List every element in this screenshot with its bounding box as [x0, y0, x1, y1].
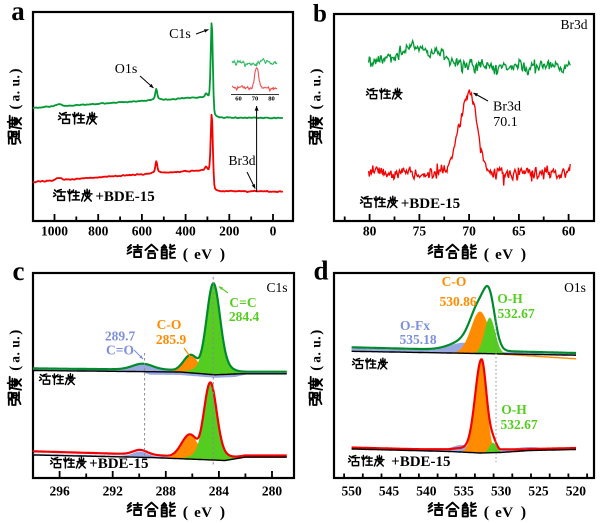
svg-text:Br3d: Br3d — [229, 153, 256, 168]
svg-text:285.9: 285.9 — [156, 332, 187, 347]
svg-text:0: 0 — [270, 224, 277, 239]
svg-text:a. u.: a. u. — [7, 75, 22, 102]
svg-text:eV: eV — [194, 505, 213, 521]
svg-text:eV: eV — [495, 505, 514, 521]
svg-text:a: a — [11, 0, 25, 26]
svg-text:600: 600 — [132, 224, 153, 239]
svg-text:O-H: O-H — [501, 402, 527, 417]
svg-text:(: ( — [308, 105, 324, 110]
svg-text:288: 288 — [156, 484, 177, 499]
svg-text:(: ( — [484, 504, 489, 521]
svg-text:65: 65 — [512, 224, 526, 239]
svg-text:Br3d: Br3d — [561, 17, 588, 32]
svg-text:296: 296 — [49, 484, 70, 499]
svg-text:(: ( — [7, 366, 23, 371]
svg-text:80: 80 — [268, 96, 275, 103]
svg-text:530.86: 530.86 — [439, 294, 476, 309]
svg-text:292: 292 — [103, 484, 124, 499]
svg-text:d: d — [313, 256, 328, 286]
svg-text:70.1: 70.1 — [493, 115, 518, 130]
svg-text:545: 545 — [379, 484, 400, 499]
svg-text:a. u.: a. u. — [308, 336, 323, 363]
svg-text:60: 60 — [235, 96, 242, 103]
svg-text:O1s: O1s — [115, 62, 138, 77]
svg-text:535: 535 — [454, 484, 475, 499]
svg-text:532.67: 532.67 — [497, 306, 534, 321]
svg-text:(: ( — [308, 366, 324, 371]
svg-text:70: 70 — [462, 224, 476, 239]
svg-text:c: c — [13, 256, 25, 286]
svg-text:): ) — [521, 246, 526, 263]
svg-text:O1s: O1s — [564, 280, 586, 295]
svg-text:+BDE-15: +BDE-15 — [401, 196, 460, 212]
svg-text:+BDE-15: +BDE-15 — [95, 189, 154, 205]
svg-text:C-O: C-O — [442, 274, 467, 289]
svg-text:+BDE-15: +BDE-15 — [89, 456, 148, 472]
svg-text:535.18: 535.18 — [399, 332, 436, 347]
svg-text:eV: eV — [495, 247, 514, 263]
svg-text:Br3d: Br3d — [493, 100, 521, 115]
svg-text:289.7: 289.7 — [105, 329, 136, 344]
svg-text:): ) — [220, 246, 225, 263]
svg-text:C1s: C1s — [169, 27, 191, 42]
svg-text:): ) — [521, 504, 526, 521]
svg-text:a. u.: a. u. — [7, 336, 22, 363]
svg-text:eV: eV — [194, 247, 213, 263]
svg-text:O-H: O-H — [497, 291, 523, 306]
svg-text:): ) — [7, 330, 23, 335]
svg-text:520: 520 — [566, 484, 587, 499]
svg-text:): ) — [308, 69, 324, 74]
svg-text:284: 284 — [209, 484, 230, 499]
svg-text:70: 70 — [252, 96, 259, 103]
svg-text:284.4: 284.4 — [229, 309, 260, 324]
svg-text:60: 60 — [562, 224, 576, 239]
svg-text:1000: 1000 — [41, 224, 68, 239]
svg-text:530: 530 — [491, 484, 512, 499]
svg-text:): ) — [220, 504, 225, 521]
svg-text:540: 540 — [416, 484, 437, 499]
svg-text:525: 525 — [528, 484, 549, 499]
svg-text:400: 400 — [175, 224, 196, 239]
svg-text:532.67: 532.67 — [500, 417, 537, 432]
svg-text:+BDE-15: +BDE-15 — [391, 454, 450, 470]
svg-text:200: 200 — [219, 224, 240, 239]
svg-text:280: 280 — [262, 484, 283, 499]
svg-text:C1s: C1s — [266, 280, 287, 295]
svg-text:800: 800 — [88, 224, 109, 239]
svg-text:): ) — [308, 330, 324, 335]
svg-text:O-Fx: O-Fx — [400, 318, 430, 333]
svg-text:(: ( — [183, 504, 188, 521]
svg-text:b: b — [313, 1, 327, 28]
svg-text:a. u.: a. u. — [308, 75, 323, 102]
svg-text:C=O: C=O — [106, 343, 134, 358]
svg-text:(: ( — [183, 246, 188, 263]
svg-text:75: 75 — [413, 224, 427, 239]
svg-text:(: ( — [484, 246, 489, 263]
svg-text:C-O: C-O — [157, 317, 182, 332]
svg-text:80: 80 — [363, 224, 377, 239]
svg-text:(: ( — [7, 105, 23, 110]
svg-text:): ) — [7, 69, 23, 74]
svg-text:C=C: C=C — [229, 295, 256, 310]
svg-text:550: 550 — [341, 484, 362, 499]
